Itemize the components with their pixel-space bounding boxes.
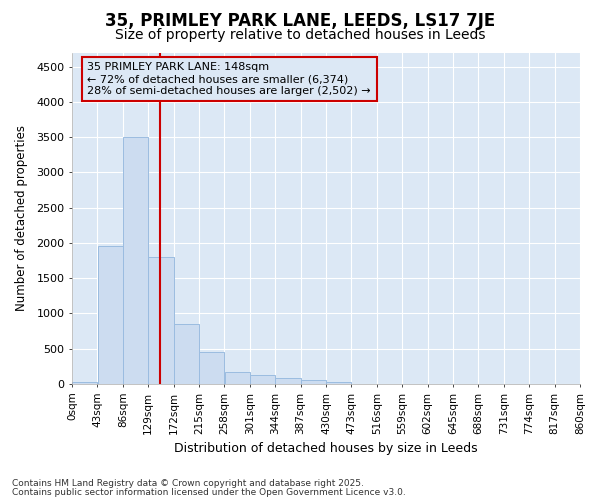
X-axis label: Distribution of detached houses by size in Leeds: Distribution of detached houses by size … <box>174 442 478 455</box>
Bar <box>148 257 173 384</box>
Bar <box>199 352 224 384</box>
Text: 35 PRIMLEY PARK LANE: 148sqm
← 72% of detached houses are smaller (6,374)
28% of: 35 PRIMLEY PARK LANE: 148sqm ← 72% of de… <box>88 62 371 96</box>
Text: Contains HM Land Registry data © Crown copyright and database right 2025.: Contains HM Land Registry data © Crown c… <box>12 479 364 488</box>
Bar <box>123 137 148 384</box>
Bar <box>326 382 351 384</box>
Bar <box>72 382 97 384</box>
Bar <box>98 246 123 384</box>
Bar <box>174 324 199 384</box>
Text: 35, PRIMLEY PARK LANE, LEEDS, LS17 7JE: 35, PRIMLEY PARK LANE, LEEDS, LS17 7JE <box>105 12 495 30</box>
Bar <box>250 374 275 384</box>
Bar <box>224 372 250 384</box>
Bar <box>301 380 326 384</box>
Text: Size of property relative to detached houses in Leeds: Size of property relative to detached ho… <box>115 28 485 42</box>
Text: Contains public sector information licensed under the Open Government Licence v3: Contains public sector information licen… <box>12 488 406 497</box>
Y-axis label: Number of detached properties: Number of detached properties <box>15 125 28 311</box>
Bar <box>275 378 301 384</box>
